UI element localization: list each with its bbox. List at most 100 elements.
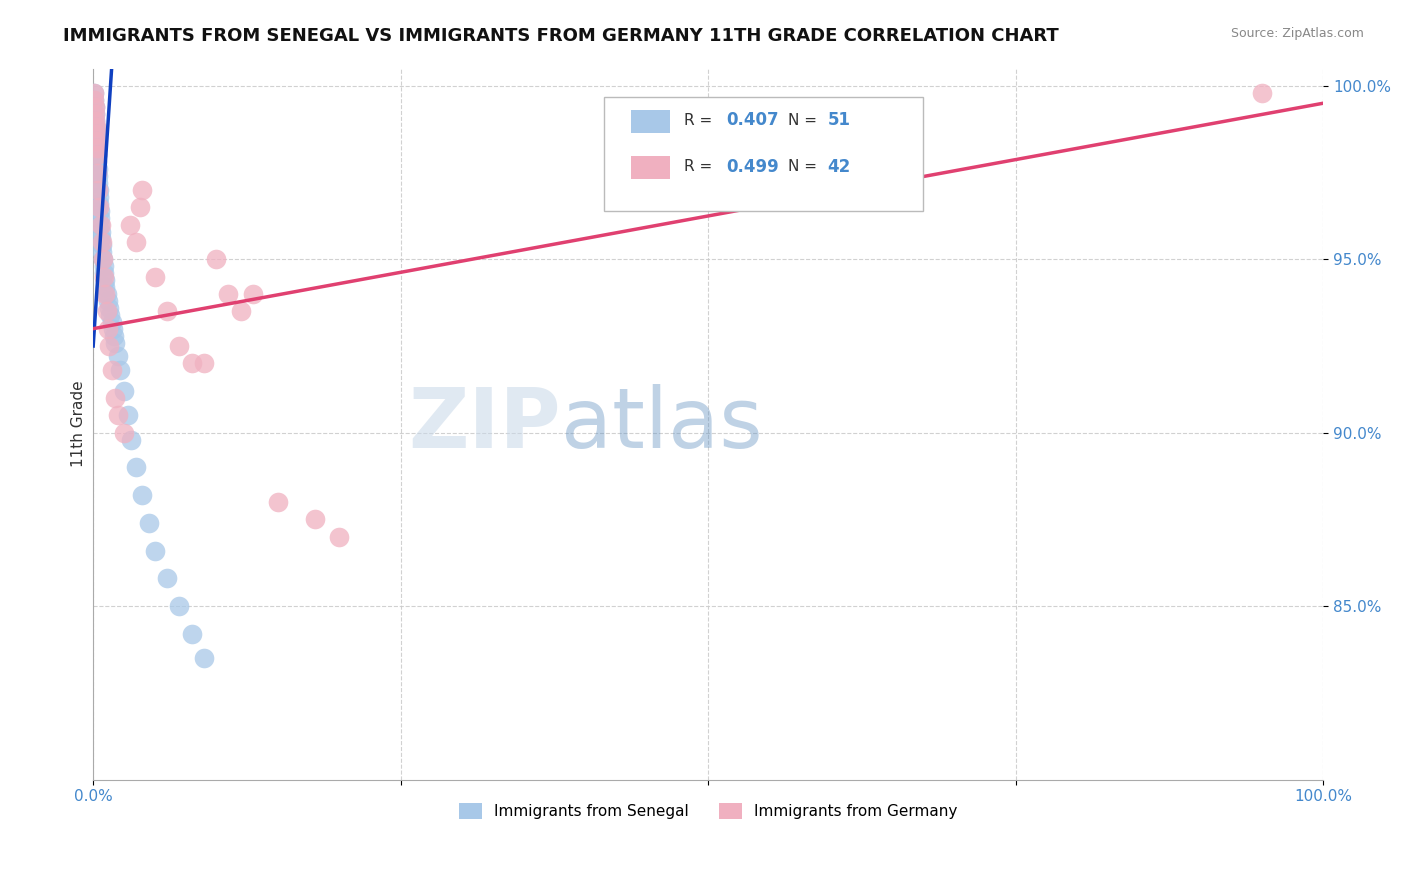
Point xyxy=(84,134,107,148)
Point xyxy=(86,148,108,162)
Point xyxy=(84,120,107,135)
Text: ZIP: ZIP xyxy=(408,384,561,465)
Point xyxy=(90,225,112,239)
Point xyxy=(156,304,179,318)
Point xyxy=(84,131,107,145)
Point xyxy=(107,350,129,364)
Point xyxy=(83,93,105,107)
Point xyxy=(143,543,166,558)
Point xyxy=(100,308,122,322)
Point xyxy=(83,100,105,114)
Point xyxy=(229,304,252,318)
Point xyxy=(84,124,107,138)
Point xyxy=(91,245,114,260)
Text: IMMIGRANTS FROM SENEGAL VS IMMIGRANTS FROM GERMANY 11TH GRADE CORRELATION CHART: IMMIGRANTS FROM SENEGAL VS IMMIGRANTS FR… xyxy=(63,27,1059,45)
Point xyxy=(83,93,105,107)
Point xyxy=(304,512,326,526)
Text: 51: 51 xyxy=(828,112,851,129)
Point xyxy=(86,141,108,155)
Point xyxy=(93,266,115,280)
FancyBboxPatch shape xyxy=(603,97,924,211)
Text: 0.407: 0.407 xyxy=(727,112,779,129)
Point xyxy=(84,106,107,120)
Y-axis label: 11th Grade: 11th Grade xyxy=(72,381,86,467)
Point xyxy=(193,356,215,370)
Point xyxy=(86,148,108,162)
Point xyxy=(86,165,108,179)
Point xyxy=(218,287,240,301)
Point xyxy=(83,100,105,114)
Point xyxy=(87,176,110,190)
Point xyxy=(1250,86,1272,100)
Point xyxy=(86,155,108,169)
Bar xyxy=(631,110,671,133)
Point xyxy=(104,335,127,350)
Point xyxy=(84,120,107,135)
Point xyxy=(86,141,108,155)
Point xyxy=(180,627,202,641)
Point xyxy=(169,339,191,353)
Point xyxy=(193,651,215,665)
Point xyxy=(143,269,166,284)
Point xyxy=(180,356,202,370)
Point xyxy=(97,321,120,335)
Point xyxy=(94,287,117,301)
Point xyxy=(120,433,142,447)
Point xyxy=(112,425,135,440)
Point xyxy=(90,235,112,249)
Point xyxy=(138,516,160,530)
Point xyxy=(100,315,122,329)
Point xyxy=(101,321,124,335)
Text: N =: N = xyxy=(789,113,823,128)
Point xyxy=(96,287,118,301)
Point xyxy=(129,200,152,214)
Point xyxy=(103,328,125,343)
Point xyxy=(100,363,122,377)
Point xyxy=(267,495,290,509)
Point xyxy=(107,409,129,423)
Point xyxy=(328,530,350,544)
Point xyxy=(125,460,148,475)
Point xyxy=(98,339,121,353)
Legend: Immigrants from Senegal, Immigrants from Germany: Immigrants from Senegal, Immigrants from… xyxy=(453,797,965,825)
Point xyxy=(156,571,179,585)
Text: R =: R = xyxy=(683,113,717,128)
Text: Source: ZipAtlas.com: Source: ZipAtlas.com xyxy=(1230,27,1364,40)
Point xyxy=(89,218,111,232)
Point xyxy=(94,273,117,287)
Point xyxy=(120,218,142,232)
Point xyxy=(110,363,132,377)
Point xyxy=(97,293,120,308)
Point xyxy=(93,269,115,284)
Point xyxy=(86,134,108,148)
Point xyxy=(83,86,105,100)
Point xyxy=(205,252,228,267)
Point xyxy=(83,86,105,100)
Point xyxy=(87,162,110,177)
Point xyxy=(87,183,110,197)
Point xyxy=(91,252,114,267)
Point xyxy=(131,183,153,197)
Point xyxy=(89,203,111,218)
Text: atlas: atlas xyxy=(561,384,762,465)
Point xyxy=(169,599,191,614)
Point xyxy=(89,196,111,211)
Point xyxy=(87,190,110,204)
Point xyxy=(87,183,110,197)
Point xyxy=(89,200,111,214)
Point xyxy=(117,409,139,423)
Point xyxy=(91,252,114,267)
Point xyxy=(104,391,127,405)
Point xyxy=(90,238,112,252)
Point xyxy=(94,280,117,294)
Text: 0.499: 0.499 xyxy=(727,158,779,176)
Point xyxy=(89,211,111,225)
Point xyxy=(96,304,118,318)
Point xyxy=(84,113,107,128)
Point xyxy=(242,287,264,301)
Point xyxy=(98,301,121,315)
Point xyxy=(84,113,107,128)
Point xyxy=(131,488,153,502)
Point xyxy=(90,218,112,232)
Point xyxy=(87,169,110,183)
